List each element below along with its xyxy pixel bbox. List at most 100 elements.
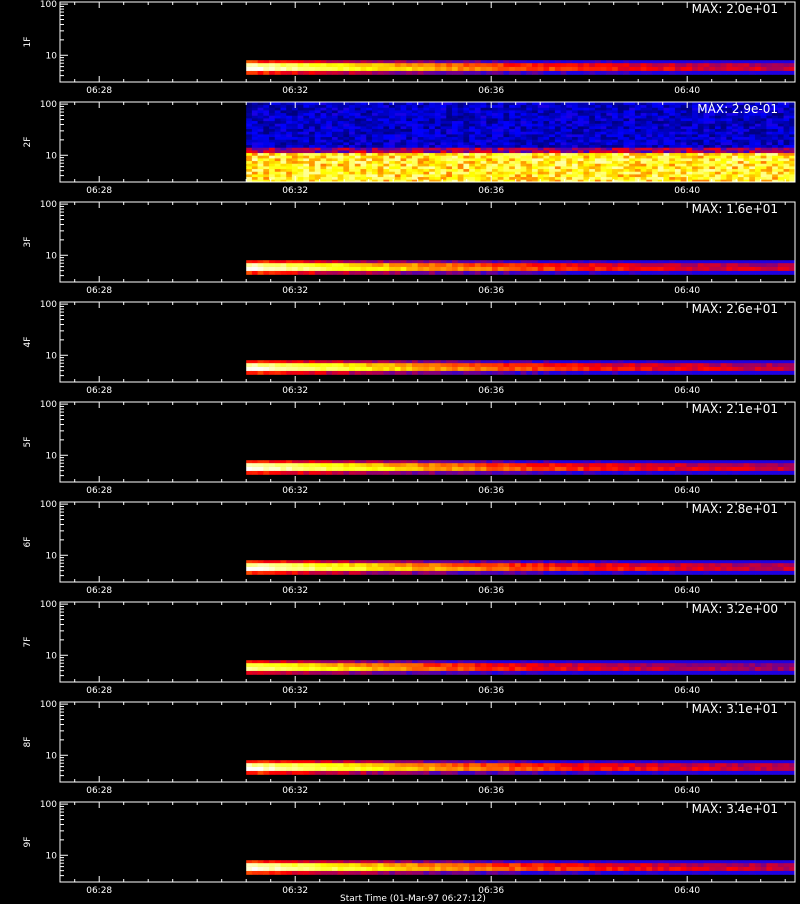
heatmap-cell — [349, 113, 355, 116]
heatmap-cell — [681, 123, 687, 126]
heatmap-cell — [401, 123, 407, 126]
heatmap-cell — [664, 121, 670, 124]
heatmap-cell — [726, 145, 732, 148]
heatmap-cell — [378, 155, 384, 158]
heatmap-cell — [378, 142, 384, 145]
heatmap-cell — [469, 123, 475, 126]
heatmap-cell — [675, 115, 681, 118]
heatmap-cell — [458, 145, 464, 148]
heatmap-cell — [755, 153, 761, 156]
heatmap-cell — [252, 271, 258, 275]
heatmap-cell — [784, 123, 790, 126]
heatmap-cell — [721, 63, 727, 67]
heatmap-cell — [789, 123, 795, 126]
heatmap-cell — [555, 150, 561, 153]
heatmap-cell — [549, 134, 555, 137]
heatmap-cell — [258, 60, 264, 63]
heatmap-cell — [458, 131, 464, 134]
heatmap-cell — [658, 147, 664, 150]
heatmap-cell — [252, 139, 258, 142]
heatmap-cell — [366, 463, 372, 467]
heatmap-cell — [332, 110, 338, 113]
heatmap-cell — [498, 60, 504, 63]
heatmap-cell — [492, 60, 498, 63]
heatmap-cell — [555, 63, 561, 67]
heatmap-cell — [292, 263, 298, 267]
heatmap-cell — [263, 105, 269, 108]
heatmap-cell — [481, 118, 487, 121]
heatmap-cell — [515, 145, 521, 148]
heatmap-cell — [378, 134, 384, 137]
heatmap-cell — [252, 567, 258, 571]
heatmap-cell — [446, 150, 452, 153]
heatmap-cell — [652, 110, 658, 113]
heatmap-cell — [555, 471, 561, 475]
heatmap-cell — [566, 137, 572, 140]
heatmap-cell — [355, 110, 361, 113]
heatmap-cell — [412, 71, 418, 75]
heatmap-cell — [361, 60, 367, 63]
y-tick-label: 10 — [46, 351, 58, 361]
heatmap-cell — [326, 134, 332, 137]
heatmap-cell — [532, 267, 538, 271]
heatmap-cell — [366, 158, 372, 161]
heatmap-cell — [784, 158, 790, 161]
heatmap-cell — [286, 129, 292, 132]
heatmap-cell — [469, 150, 475, 153]
heatmap-cell — [778, 467, 784, 471]
heatmap-cell — [429, 105, 435, 108]
heatmap-cell — [521, 115, 527, 118]
heatmap-cell — [612, 271, 618, 275]
heatmap-cell — [258, 153, 264, 156]
heatmap-cell — [303, 60, 309, 63]
heatmap-cell — [624, 467, 630, 471]
heatmap-cell — [315, 463, 321, 467]
heatmap-cell — [435, 571, 441, 575]
heatmap-cell — [624, 67, 630, 71]
heatmap-cell — [349, 118, 355, 121]
heatmap-cell — [355, 139, 361, 142]
heatmap-cell — [601, 145, 607, 148]
heatmap-cell — [378, 271, 384, 275]
heatmap-cell — [281, 371, 287, 375]
heatmap-cell — [389, 110, 395, 113]
heatmap-cell — [321, 150, 327, 153]
heatmap-cell — [361, 67, 367, 71]
heatmap-cell — [658, 363, 664, 367]
heatmap-cell — [595, 463, 601, 467]
heatmap-cell — [303, 567, 309, 571]
heatmap-cell — [458, 71, 464, 75]
heatmap-cell — [343, 115, 349, 118]
heatmap-cell — [475, 155, 481, 158]
heatmap-cell — [698, 161, 704, 164]
heatmap-cell — [549, 115, 555, 118]
heatmap-cell — [258, 63, 264, 67]
heatmap-cell — [509, 271, 515, 275]
heatmap-cell — [252, 113, 258, 116]
heatmap-cell — [475, 177, 481, 180]
heatmap-cell — [709, 467, 715, 471]
heatmap-cell — [435, 147, 441, 150]
heatmap-cell — [503, 267, 509, 271]
heatmap-cell — [338, 260, 344, 263]
heatmap-cell — [498, 155, 504, 158]
heatmap-cell — [275, 169, 281, 172]
heatmap-cell — [469, 67, 475, 71]
heatmap-cell — [709, 131, 715, 134]
heatmap-cell — [349, 161, 355, 164]
heatmap-cell — [281, 115, 287, 118]
heatmap-cell — [492, 105, 498, 108]
heatmap-cell — [669, 169, 675, 172]
heatmap-cell — [612, 171, 618, 174]
heatmap-cell — [526, 271, 532, 275]
heatmap-cell — [286, 121, 292, 124]
heatmap-cell — [321, 145, 327, 148]
heatmap-cell — [692, 169, 698, 172]
heatmap-cell — [583, 107, 589, 110]
heatmap-cell — [526, 67, 532, 71]
heatmap-cell — [481, 363, 487, 367]
heatmap-cell — [366, 267, 372, 271]
heatmap-cell — [589, 131, 595, 134]
heatmap-cell — [366, 161, 372, 164]
heatmap-cell — [652, 137, 658, 140]
